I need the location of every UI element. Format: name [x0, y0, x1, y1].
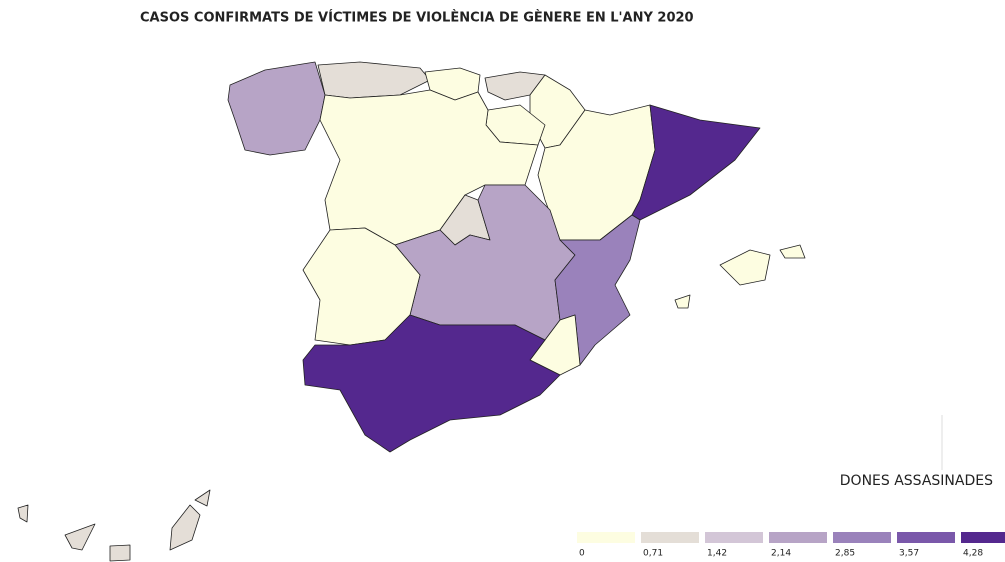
legend-swatch: [961, 532, 1005, 543]
legend-swatch: [577, 532, 635, 543]
region: [674, 294, 691, 309]
region: [779, 244, 806, 259]
region: [302, 314, 561, 453]
legend-tick-label: 2,85: [835, 549, 855, 559]
legend-tick-label: 1,42: [707, 549, 727, 559]
region: [64, 523, 96, 551]
legend-tick-label: 4,28: [963, 549, 983, 559]
legend-tick-label: 0,71: [643, 549, 663, 559]
legend-title: DONES ASSASINADES: [840, 473, 993, 489]
region: [631, 104, 761, 221]
legend-swatch: [897, 532, 955, 543]
region: [227, 61, 326, 156]
legend-swatch: [769, 532, 827, 543]
region: [719, 249, 771, 286]
region: [17, 504, 29, 523]
region: [109, 544, 131, 562]
legend-tick-label: 0: [579, 549, 585, 559]
region: [169, 504, 201, 551]
legend-swatch: [833, 532, 891, 543]
legend-tick-label: 2,14: [771, 549, 791, 559]
legend-swatch: [641, 532, 699, 543]
map-title: CASOS CONFIRMATS DE VÍCTIMES DE VIOLÈNCI…: [140, 10, 694, 26]
legend-tick-label: 3,57: [899, 549, 919, 559]
legend-swatch: [705, 532, 763, 543]
region: [194, 489, 211, 507]
